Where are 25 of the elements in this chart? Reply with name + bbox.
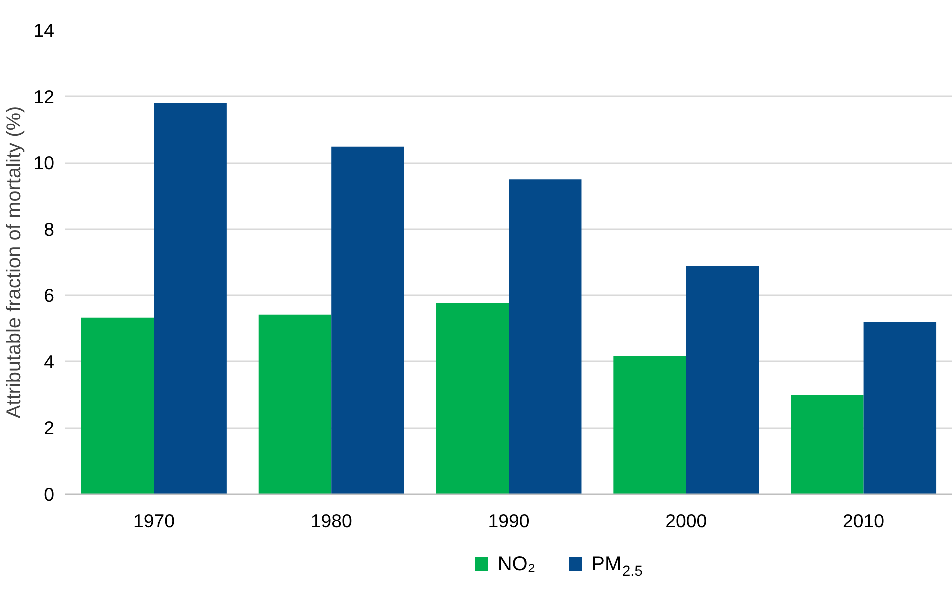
bar	[614, 356, 686, 494]
x-tick-label: 1990	[488, 510, 530, 532]
bar	[258, 314, 332, 494]
y-tick-label: 8	[44, 218, 55, 240]
y-tick-label: 12	[34, 86, 55, 108]
y-tick-label: 10	[34, 152, 55, 174]
x-tick-label: 1980	[310, 510, 352, 532]
bar	[436, 303, 509, 494]
x-tick-label: 2010	[843, 510, 885, 532]
y-tick-label: 4	[44, 351, 55, 372]
y-tick-label: 2	[44, 418, 55, 439]
y-axis-title: Attributable fraction of mortality (%)	[4, 106, 26, 419]
y-tick-label: 0	[44, 484, 55, 505]
bar	[154, 103, 227, 494]
x-tick-label: 1970	[133, 510, 175, 532]
y-tick-label: 14	[34, 20, 55, 41]
bar	[864, 322, 937, 494]
y-tick-label: 6	[44, 285, 55, 306]
bar	[791, 395, 864, 494]
bar	[509, 180, 582, 494]
x-tick-label: 2000	[666, 510, 708, 532]
bar	[686, 266, 760, 494]
legend-label: NO₂	[498, 554, 536, 576]
bar	[81, 318, 154, 494]
bar	[332, 146, 404, 494]
